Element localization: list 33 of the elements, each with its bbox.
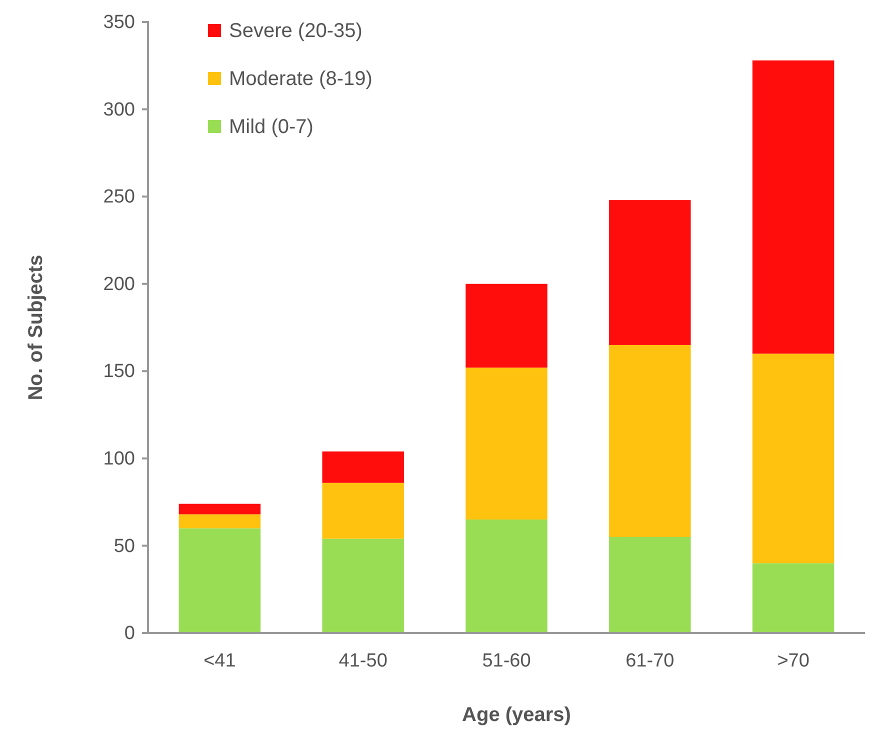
y-tick-label: 300 bbox=[103, 99, 135, 120]
x-tick-label: 51-60 bbox=[482, 650, 531, 672]
x-tick-label: <41 bbox=[204, 650, 236, 672]
bar bbox=[752, 60, 834, 354]
y-tick-label: 150 bbox=[103, 361, 135, 382]
bar bbox=[752, 563, 834, 633]
bar bbox=[178, 514, 261, 528]
bar bbox=[752, 354, 834, 564]
y-tick-label: 100 bbox=[103, 448, 135, 470]
bar bbox=[609, 536, 691, 633]
legend-label: Severe (20-35) bbox=[229, 20, 362, 42]
bar bbox=[322, 451, 404, 483]
x-tick-label: 41-50 bbox=[338, 650, 388, 672]
legend-label: Moderate (8-19) bbox=[229, 68, 372, 90]
x-axis-title: Age (years) bbox=[462, 704, 571, 726]
legend-label: Mild (0-7) bbox=[229, 116, 314, 138]
bar bbox=[466, 368, 548, 520]
bar bbox=[322, 538, 404, 633]
y-tick-label: 350 bbox=[103, 12, 135, 34]
y-tick-label: 0 bbox=[124, 623, 135, 644]
x-tick-label: >70 bbox=[777, 650, 810, 672]
bar bbox=[178, 528, 261, 633]
x-tick-label: 61-70 bbox=[626, 650, 674, 672]
y-tick-label: 250 bbox=[103, 186, 135, 208]
bar bbox=[178, 504, 261, 514]
y-tick-label: 50 bbox=[114, 536, 135, 557]
bar bbox=[609, 200, 691, 345]
bar bbox=[466, 520, 548, 633]
bar bbox=[466, 284, 548, 368]
bar bbox=[609, 344, 691, 537]
y-tick-label: 200 bbox=[103, 274, 135, 295]
y-axis-title: No. of Subjects bbox=[25, 254, 47, 400]
bar bbox=[322, 482, 404, 539]
